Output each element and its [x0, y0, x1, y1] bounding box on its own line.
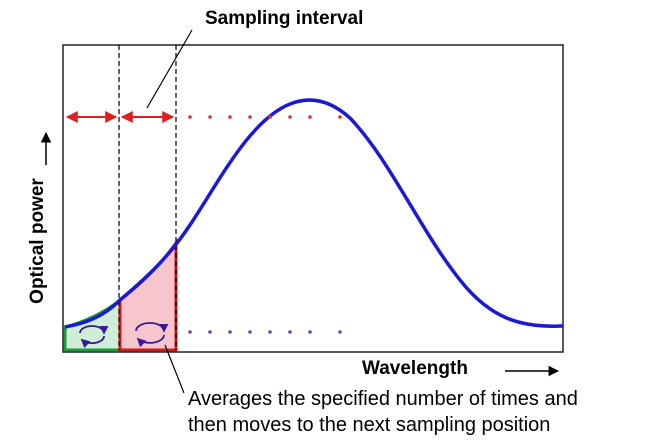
averaging-cycle-icon-2: [135, 322, 169, 348]
red-dotted-continuation: [188, 115, 342, 119]
note-line-1: Averages the specified number of times a…: [188, 388, 578, 410]
interval-leader-line: [146, 29, 193, 109]
sampling-interval-label: Sampling interval: [205, 8, 364, 29]
purple-dotted-continuation: [188, 330, 342, 334]
x-axis-label: Wavelength: [362, 358, 468, 379]
optical-power-curve: [64, 98, 564, 329]
y-axis-label: Optical power: [27, 178, 48, 304]
averaging-cycle-icon-1: [79, 325, 109, 349]
note-leader-line: [164, 344, 185, 394]
note-line-2: then moves to the next sampling position: [188, 414, 551, 436]
